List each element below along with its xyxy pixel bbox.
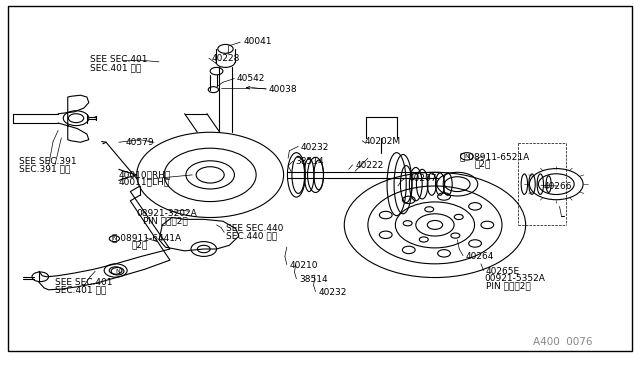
Text: 40210: 40210	[289, 261, 318, 270]
Text: （2）: （2）	[474, 159, 491, 168]
Text: 38514: 38514	[299, 275, 328, 284]
Text: SEC.401 参照: SEC.401 参照	[90, 63, 141, 72]
Text: SEE SEC.391: SEE SEC.391	[19, 157, 76, 166]
Text: 40222: 40222	[355, 161, 383, 170]
Text: PIN ビン（2）: PIN ビン（2）	[486, 282, 531, 291]
Text: 40266: 40266	[543, 182, 572, 190]
Text: SEC.401 参照: SEC.401 参照	[55, 285, 106, 294]
Text: 00921-5352A: 00921-5352A	[484, 274, 545, 283]
Text: 40202M: 40202M	[365, 137, 401, 146]
Text: N: N	[115, 269, 120, 274]
Text: SEE SEC.440: SEE SEC.440	[226, 224, 284, 233]
Text: 40038: 40038	[269, 85, 298, 94]
Text: 08921-3202A: 08921-3202A	[137, 209, 198, 218]
Text: SEC.440 参照: SEC.440 参照	[226, 231, 277, 241]
Text: 40207: 40207	[408, 174, 436, 183]
Text: N: N	[112, 236, 116, 241]
Text: 40542: 40542	[237, 74, 266, 83]
Text: PIN ビン（2）: PIN ビン（2）	[143, 217, 188, 226]
Text: 40228: 40228	[211, 54, 240, 62]
Text: 40041: 40041	[243, 37, 272, 46]
Text: 40232: 40232	[301, 142, 329, 151]
Text: SEC.391 参照: SEC.391 参照	[19, 165, 70, 174]
Text: N: N	[465, 154, 469, 159]
Text: 40265E: 40265E	[486, 267, 520, 276]
Text: 40010〈RH〉: 40010〈RH〉	[119, 170, 172, 179]
Text: A400  0076: A400 0076	[533, 337, 593, 347]
Text: ⓝ 08911-6521A: ⓝ 08911-6521A	[461, 152, 530, 161]
Text: ⓝ 08911-6441A: ⓝ 08911-6441A	[113, 233, 182, 243]
Text: 40232: 40232	[318, 288, 346, 297]
Text: 40579: 40579	[125, 138, 154, 147]
Text: 38514: 38514	[296, 157, 324, 166]
Text: SEE SEC.401: SEE SEC.401	[90, 55, 148, 64]
Text: SEE SEC.401: SEE SEC.401	[55, 278, 113, 287]
Text: 40264: 40264	[466, 252, 494, 261]
Text: 40011〈LH〉: 40011〈LH〉	[119, 178, 170, 187]
Text: （2）: （2）	[132, 241, 148, 250]
